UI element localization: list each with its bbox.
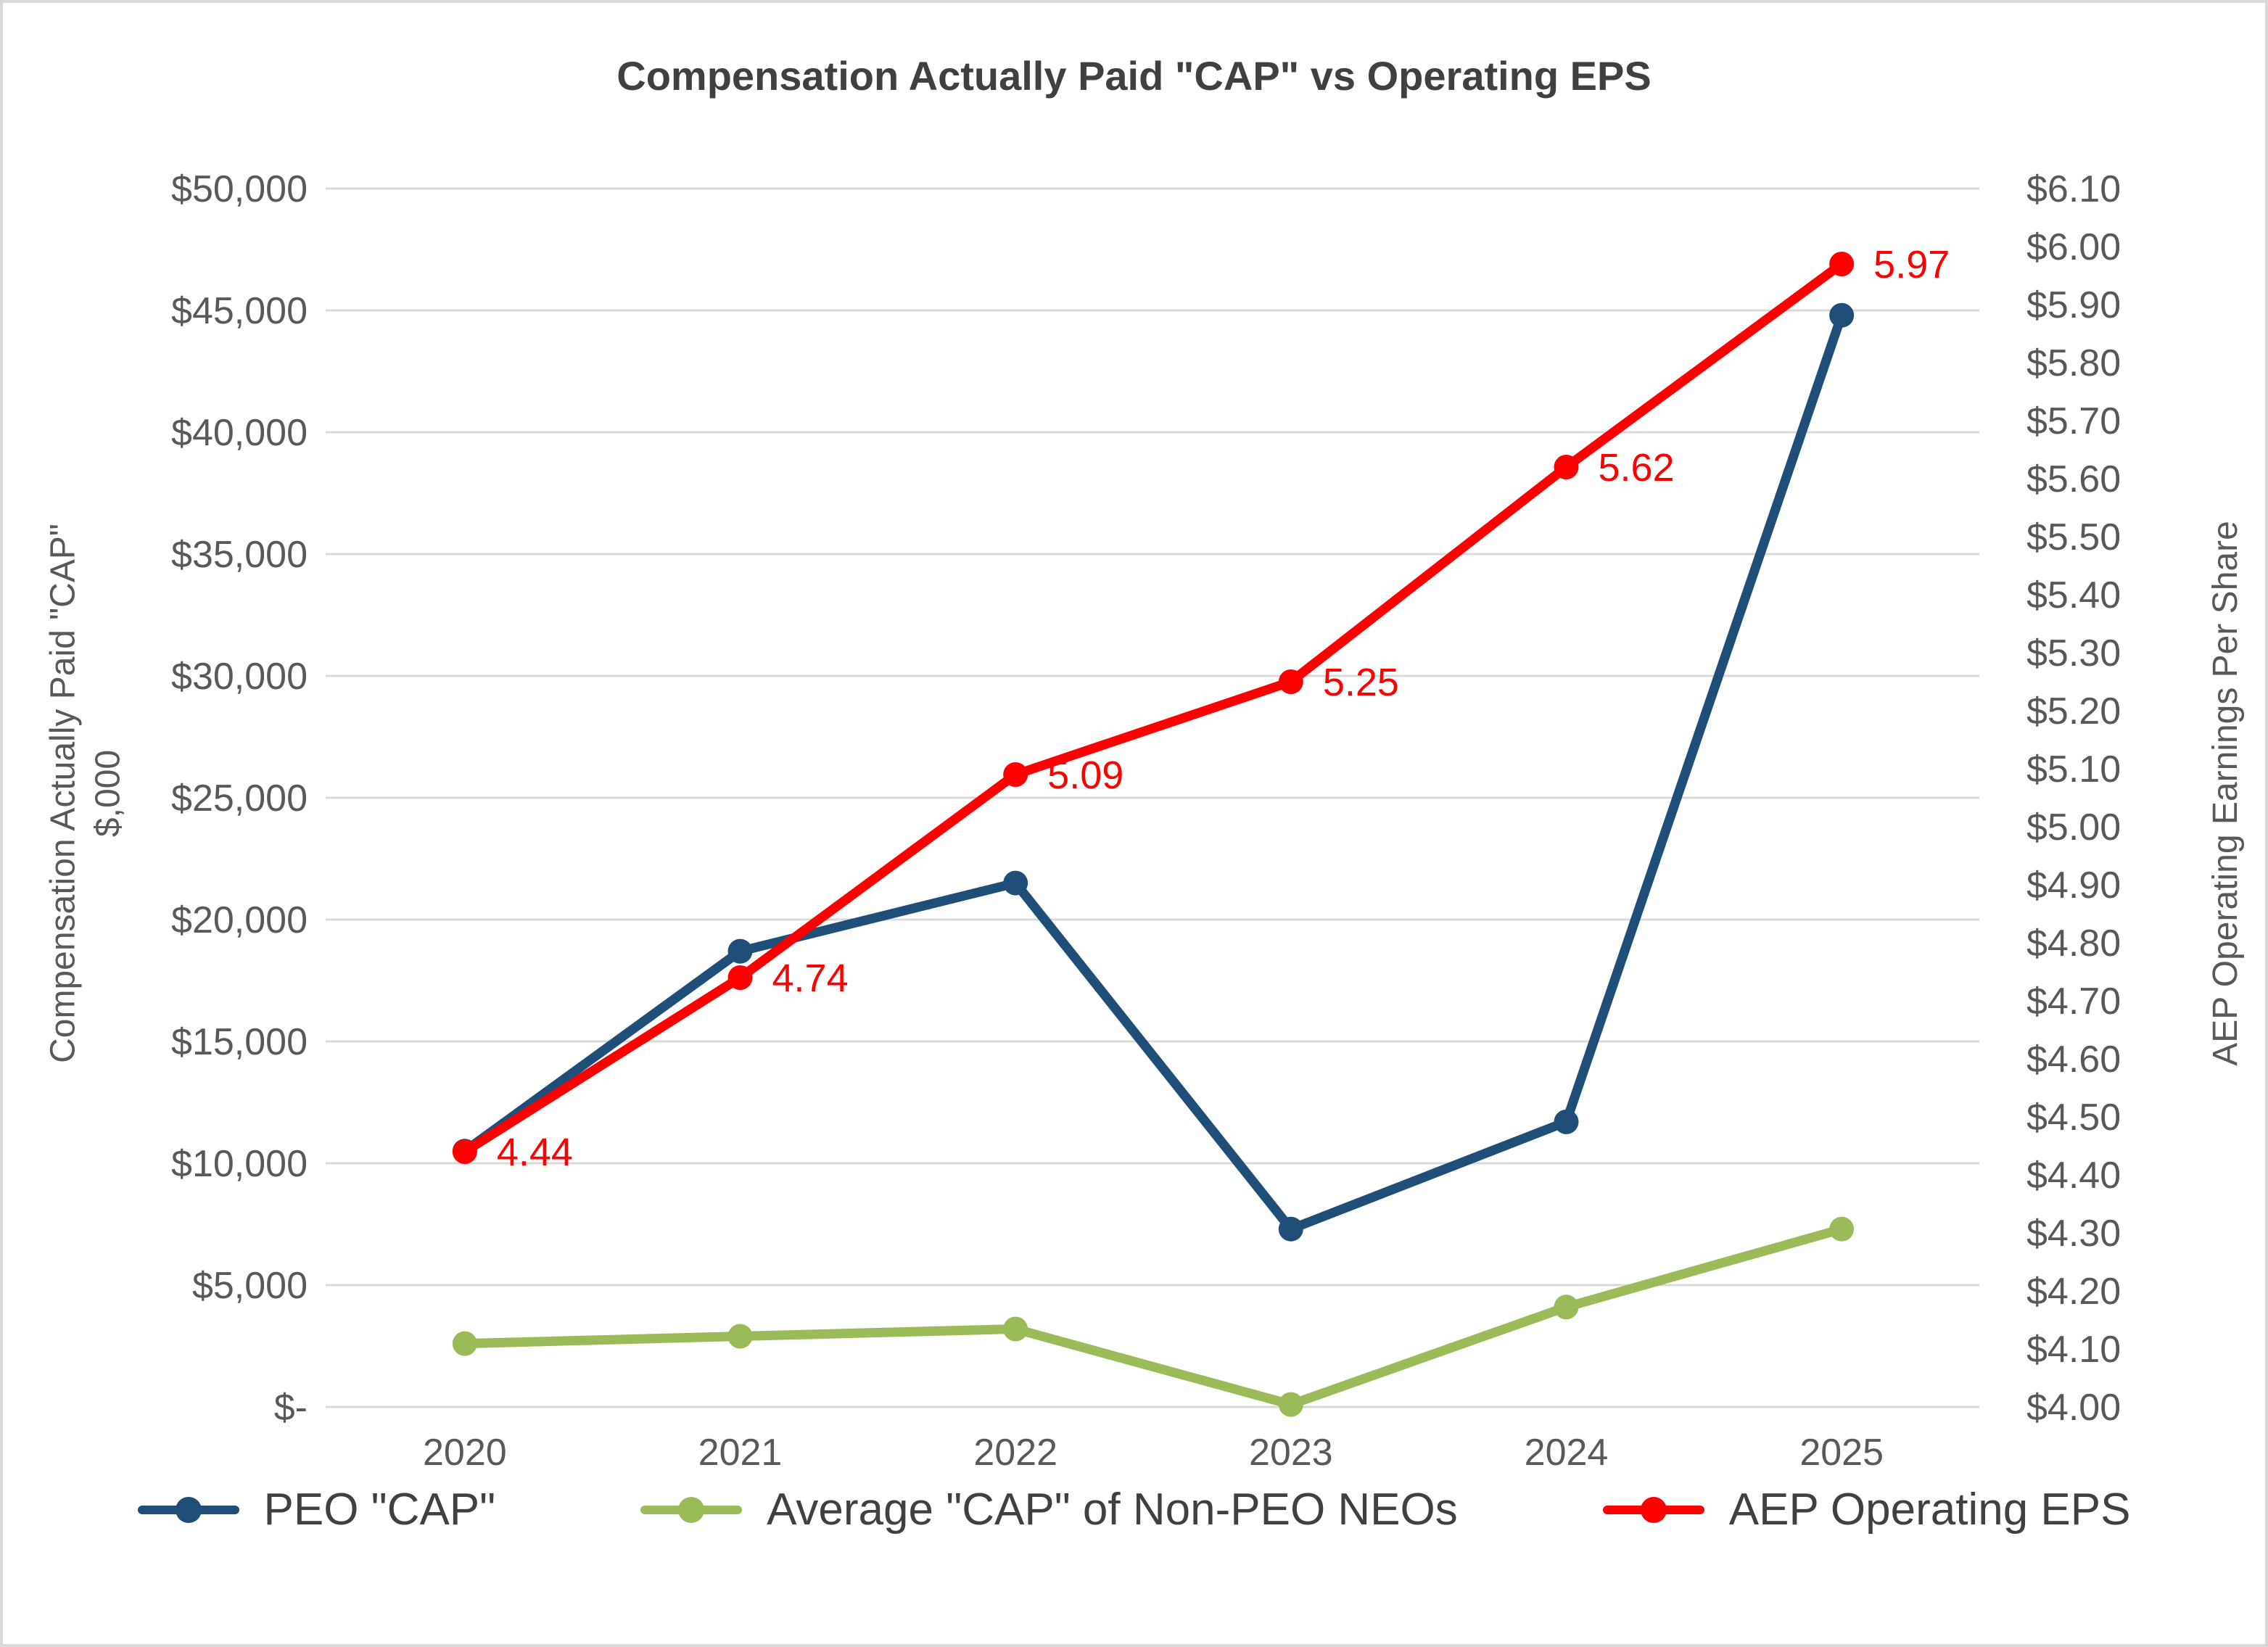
data-point-marker xyxy=(1003,870,1028,896)
legend-item-label: PEO "CAP" xyxy=(263,1485,496,1535)
data-point-marker xyxy=(452,1331,477,1356)
legend: PEO "CAP" Average "CAP" of Non-PEO NEOs AE… xyxy=(3,1484,2265,1535)
left-axis-tick-label: $50,000 xyxy=(171,168,308,210)
right-axis-tick-label: $5.00 xyxy=(2026,806,2121,849)
legend-marker-icon xyxy=(1602,1496,1704,1523)
x-axis-tick-label: 2025 xyxy=(1799,1432,1884,1474)
x-axis-tick-label: 2024 xyxy=(1525,1432,1609,1474)
right-axis-tick-label: $5.10 xyxy=(2026,748,2121,791)
right-axis-tick-label: $5.50 xyxy=(2026,516,2121,558)
series-line xyxy=(460,310,1847,1234)
left-axis-tick-label: $30,000 xyxy=(171,656,308,698)
right-axis-title: AEP Operating Earnings Per Share xyxy=(2206,521,2245,1066)
series-line xyxy=(460,1224,1847,1410)
data-point-marker xyxy=(727,965,753,990)
right-axis-tick-label: $4.40 xyxy=(2026,1155,2121,1197)
left-axis-tick-label: $10,000 xyxy=(171,1143,308,1185)
left-axis-title: Compensation Actually Paid "CAP" $,000 xyxy=(41,524,132,1063)
left-axis-title-line1: Compensation Actually Paid "CAP" xyxy=(44,524,83,1063)
right-axis-tick-label: $4.50 xyxy=(2026,1097,2121,1139)
data-point-marker xyxy=(1829,302,1855,328)
legend-dot-icon xyxy=(175,1496,202,1523)
right-axis-tick-label: $5.40 xyxy=(2026,574,2121,616)
x-axis-tick-label: 2023 xyxy=(1249,1432,1333,1474)
left-axis-title-line2: $,000 xyxy=(89,749,128,838)
series-line xyxy=(460,259,1847,1157)
right-axis-tick-label: $4.10 xyxy=(2026,1329,2121,1371)
data-point-marker xyxy=(452,1139,477,1164)
x-axis-tick-label: 2021 xyxy=(698,1432,783,1474)
series-data-label: 4.44 xyxy=(497,1131,573,1174)
right-axis-tick-label: $6.00 xyxy=(2026,226,2121,268)
data-point-marker xyxy=(727,1324,753,1349)
data-point-marker xyxy=(1278,1392,1303,1417)
legend-item: AEP Operating EPS xyxy=(1602,1484,2131,1535)
right-axis-tick-label: $4.70 xyxy=(2026,981,2121,1023)
legend-item-label: Average "CAP" of Non-PEO NEOs xyxy=(767,1485,1458,1535)
left-axis-tick-label: $25,000 xyxy=(171,777,308,820)
left-axis-tick-label: $40,000 xyxy=(171,412,308,454)
plot-area: $50,000 $45,000 $40,000 $35,000 $30,000 $25,0… xyxy=(171,168,2121,1474)
right-axis-tick-label: $4.30 xyxy=(2026,1213,2121,1255)
series-data-label: 5.97 xyxy=(1873,243,1950,286)
legend-item-label: AEP Operating EPS xyxy=(1728,1485,2131,1535)
right-axis-tick-label: $5.70 xyxy=(2026,400,2121,442)
x-axis-tick-label: 2020 xyxy=(423,1432,507,1474)
data-point-marker xyxy=(1554,455,1579,479)
data-point-marker xyxy=(1829,252,1855,276)
right-axis-tick-label: $5.80 xyxy=(2026,342,2121,384)
data-point-marker xyxy=(1278,1216,1303,1242)
data-point-marker xyxy=(1003,762,1028,787)
right-axis-tick-label: $4.60 xyxy=(2026,1039,2121,1081)
data-point-marker xyxy=(727,938,753,964)
data-point-marker xyxy=(1554,1109,1579,1134)
series-data-label: 5.09 xyxy=(1047,754,1123,797)
left-axis-tick-label: $5,000 xyxy=(192,1265,308,1307)
legend-dot-icon xyxy=(678,1496,705,1523)
right-axis-tick-label: $4.80 xyxy=(2026,922,2121,965)
data-point-marker xyxy=(1003,1316,1028,1342)
right-axis-tick-label: $5.20 xyxy=(2026,690,2121,732)
left-axis-tick-label: $35,000 xyxy=(171,534,308,576)
legend-marker-icon xyxy=(137,1496,239,1523)
left-axis-tick-label: $- xyxy=(274,1387,308,1429)
chart-title: Compensation Actually Paid "CAP" vs Oper… xyxy=(617,53,1651,99)
data-point-marker xyxy=(1278,669,1303,694)
legend-dot-icon xyxy=(1640,1496,1667,1523)
right-axis-tick-label: $5.60 xyxy=(2026,458,2121,500)
series-data-label: 5.62 xyxy=(1599,446,1675,490)
series-data-label: 5.25 xyxy=(1323,661,1399,704)
data-point-marker xyxy=(1554,1295,1579,1320)
left-axis-tick-label: $45,000 xyxy=(171,290,308,332)
right-axis-tick-label: $5.90 xyxy=(2026,284,2121,326)
right-axis-tick-label: $6.10 xyxy=(2026,168,2121,210)
x-axis-tick-label: 2022 xyxy=(973,1432,1057,1474)
right-axis-tick-label: $5.30 xyxy=(2026,632,2121,674)
series-data-label: 4.74 xyxy=(772,957,849,1000)
right-axis-tick-label: $4.00 xyxy=(2026,1387,2121,1429)
legend-item: PEO "CAP" xyxy=(137,1484,496,1535)
left-axis-tick-label: $20,000 xyxy=(171,899,308,941)
legend-item: Average "CAP" of Non-PEO NEOs xyxy=(640,1484,1458,1535)
legend-marker-icon xyxy=(640,1496,743,1523)
data-point-marker xyxy=(1829,1216,1855,1242)
right-axis-tick-label: $4.90 xyxy=(2026,864,2121,907)
left-axis-tick-label: $15,000 xyxy=(171,1021,308,1063)
right-axis-tick-label: $4.20 xyxy=(2026,1271,2121,1313)
